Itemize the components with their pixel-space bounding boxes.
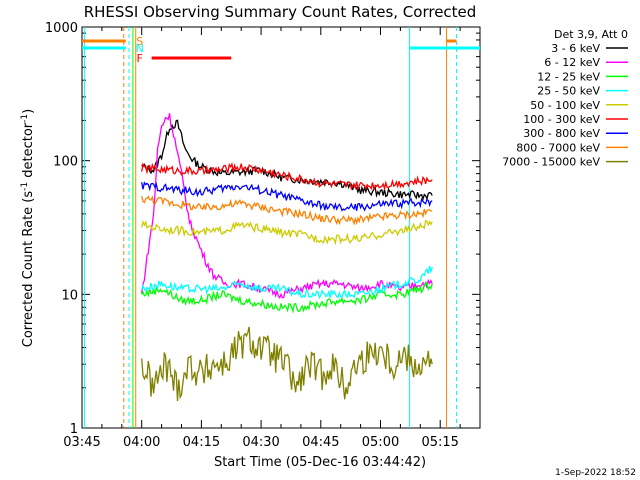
legend-entry-label: 50 - 100 keV (530, 99, 600, 112)
legend-entry-label: 100 - 300 keV (523, 113, 600, 126)
y-tick-labels: 1 10 100 1000 (45, 21, 78, 437)
legend-entry-label: 3 - 6 keV (551, 42, 600, 55)
y-axis-label-sup: -1 (20, 182, 30, 191)
series-line (141, 161, 433, 192)
legend-header: Det 3,9, Att 0 (554, 28, 628, 41)
x-tick-labels: 03:45 04:00 04:15 04:30 04:45 05:00 05:15 (63, 435, 459, 450)
timestamp: 1-Sep-2022 18:52 (555, 468, 636, 478)
y-tick-label: 1 (70, 422, 78, 437)
series-line (141, 266, 433, 300)
x-tick-label: 05:00 (362, 435, 399, 450)
x-tick-label: 03:45 (63, 435, 100, 450)
chart-title: RHESSI Observing Summary Count Rates, Co… (84, 3, 477, 21)
y-tick-label: 1000 (45, 21, 78, 36)
legend-entry-label: 800 - 7000 keV (516, 141, 600, 154)
axis-ticks (81, 26, 481, 429)
flag-bars: SNF (82, 35, 480, 65)
y-axis-label-close: ) (21, 109, 36, 114)
series-line (141, 219, 433, 246)
series-lines (141, 113, 433, 402)
plot-frame (81, 26, 481, 429)
series-line (141, 119, 433, 202)
flag-label-s: S (136, 35, 143, 48)
flag-label-n: N (136, 42, 144, 55)
y-axis-label: Corrected Count Rate (s-1 detector-1) (20, 109, 36, 347)
legend-entry-label: 300 - 800 keV (523, 127, 600, 140)
x-axis-label: Start Time (05-Dec-16 03:44:42) (214, 455, 426, 470)
x-tick-label: 04:00 (123, 435, 160, 450)
y-tick-label: 100 (53, 155, 78, 170)
series-line (141, 195, 433, 226)
series-line (141, 280, 433, 314)
legend-entry-label: 12 - 25 keV (537, 70, 600, 83)
series-line (141, 181, 433, 212)
interval-markers (83, 27, 458, 428)
plot-border (81, 26, 481, 429)
x-tick-label: 04:30 (242, 435, 279, 450)
legend-entry-label: 7000 - 15000 keV (502, 156, 600, 169)
legend-entry-label: 25 - 50 keV (537, 85, 600, 98)
x-tick-label: 04:15 (183, 435, 220, 450)
y-axis-label-sup2: -1 (20, 114, 30, 123)
y-axis-label-suffix: detector (21, 122, 36, 182)
x-tick-label: 04:45 (302, 435, 339, 450)
flag-label-f: F (137, 52, 143, 65)
x-tick-label: 05:15 (421, 435, 458, 450)
y-axis-label-prefix: Corrected Count Rate (s (21, 191, 36, 348)
legend-entry-label: 6 - 12 keV (544, 56, 600, 69)
series-line (141, 326, 433, 402)
y-tick-label: 10 (61, 288, 78, 303)
